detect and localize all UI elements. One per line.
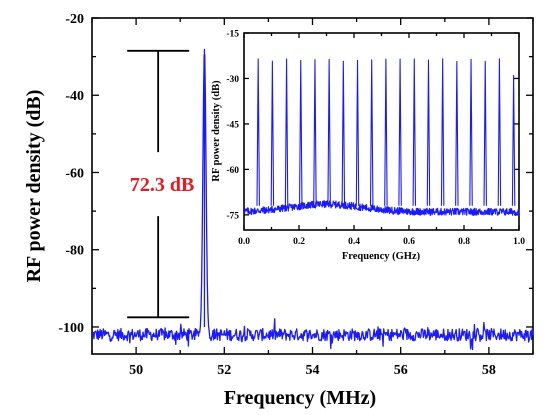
inset-x-tick-label: 0.8 (458, 237, 470, 247)
inset-y-tick-label: -75 (226, 211, 239, 221)
main-x-tick-label: 54 (306, 363, 320, 378)
inset-x-tick-label: 0.6 (403, 237, 415, 247)
main-x-tick-label: 52 (217, 363, 231, 378)
inset-y-tick-label: -30 (226, 75, 239, 85)
inset-chart: 0.0 0.2 0.4 0.6 0.8 1.0 -15 -30 -45 -60 -75 Freque… (211, 30, 525, 263)
main-spectrum-trace (91, 48, 534, 351)
inset-y-tick-label: -60 (226, 166, 239, 176)
main-y-tick-label: -80 (65, 244, 84, 259)
inset-tick-labels: 0.0 0.2 0.4 0.6 0.8 1.0 -15 -30 -45 -60 -75 (226, 30, 525, 248)
main-x-tick-label: 56 (394, 363, 408, 378)
main-axis-ticks (91, 17, 534, 354)
dynamic-range-annotation: 72.3 dB (127, 49, 194, 319)
inset-y-tick-label: -45 (226, 120, 239, 130)
inset-axis-ticks (243, 32, 520, 230)
main-tick-labels: 50 52 54 56 58 -20 -40 -60 -80 -100 (58, 12, 496, 378)
main-x-tick-label: 50 (129, 363, 143, 378)
inset-x-tick-label: 1.0 (513, 237, 525, 247)
inset-x-tick-label: 0.4 (348, 237, 360, 247)
main-y-axis-title: RF power density (dB) (23, 90, 45, 283)
main-y-tick-label: -60 (65, 166, 84, 181)
annotation-label: 72.3 dB (130, 174, 194, 196)
main-y-tick-label: -40 (65, 89, 84, 104)
main-x-tick-label: 58 (482, 363, 496, 378)
inset-x-axis-title: Frequency (GHz) (342, 251, 421, 262)
main-x-axis-title: Frequency (MHz) (224, 387, 376, 409)
main-y-tick-label: -20 (65, 12, 84, 27)
inset-spectrum-trace (243, 58, 520, 216)
inset-x-tick-label: 0.2 (293, 237, 305, 247)
inset-y-tick-label: -15 (226, 30, 239, 40)
inset-y-axis-title: RF power density (dB) (211, 80, 222, 182)
inset-x-tick-label: 0.0 (238, 237, 250, 247)
main-y-tick-label: -100 (58, 321, 84, 336)
